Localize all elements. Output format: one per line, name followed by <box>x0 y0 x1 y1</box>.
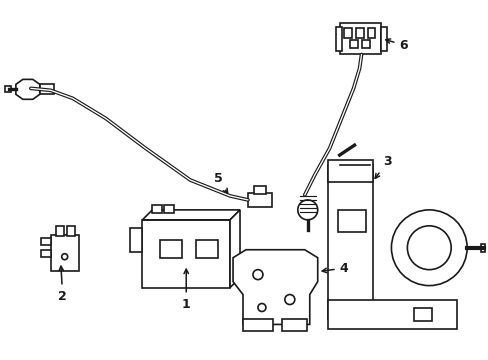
Circle shape <box>297 200 317 220</box>
Bar <box>355 28 363 37</box>
Bar <box>243 319 272 332</box>
Bar <box>327 165 372 319</box>
Bar <box>337 210 365 232</box>
Bar <box>413 307 431 321</box>
Text: 4: 4 <box>322 262 347 275</box>
Bar <box>152 205 162 213</box>
Bar <box>327 160 372 182</box>
Bar <box>281 319 306 332</box>
Circle shape <box>407 226 450 270</box>
Bar <box>142 220 229 288</box>
Bar <box>343 28 351 37</box>
Bar <box>361 40 369 48</box>
Bar <box>327 300 456 329</box>
Polygon shape <box>233 250 317 324</box>
Bar <box>349 40 357 48</box>
Bar <box>339 23 381 54</box>
Text: 3: 3 <box>374 155 391 178</box>
Bar <box>40 84 54 94</box>
Polygon shape <box>142 210 240 220</box>
Bar <box>41 238 51 245</box>
Bar <box>247 193 271 207</box>
Polygon shape <box>229 210 240 288</box>
Bar <box>5 86 11 92</box>
Polygon shape <box>130 228 142 252</box>
Bar <box>253 186 265 194</box>
Text: 2: 2 <box>58 266 67 302</box>
Polygon shape <box>16 80 40 99</box>
Bar <box>381 27 386 50</box>
Text: 5: 5 <box>213 172 227 193</box>
Bar <box>480 244 484 252</box>
Circle shape <box>390 210 466 285</box>
Bar <box>56 226 63 236</box>
Bar <box>196 240 218 258</box>
Text: 6: 6 <box>385 39 407 51</box>
Bar <box>367 28 375 37</box>
Circle shape <box>61 254 67 260</box>
Circle shape <box>258 303 265 311</box>
Bar <box>335 27 341 50</box>
Bar <box>164 205 174 213</box>
Circle shape <box>252 270 263 280</box>
Bar <box>160 240 182 258</box>
Text: 1: 1 <box>182 269 190 311</box>
Bar <box>66 226 75 236</box>
Circle shape <box>285 294 294 305</box>
Bar <box>41 250 51 257</box>
Bar <box>51 235 79 271</box>
